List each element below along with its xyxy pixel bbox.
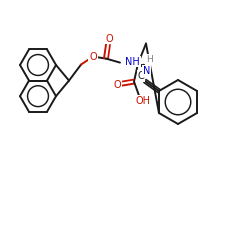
Text: O: O <box>113 80 121 90</box>
Text: N: N <box>143 66 151 76</box>
Text: NH: NH <box>125 56 140 66</box>
Text: H: H <box>146 55 153 64</box>
Text: O: O <box>89 52 97 62</box>
Text: OH: OH <box>136 96 150 106</box>
Text: C: C <box>138 71 144 81</box>
Text: O: O <box>105 34 113 43</box>
